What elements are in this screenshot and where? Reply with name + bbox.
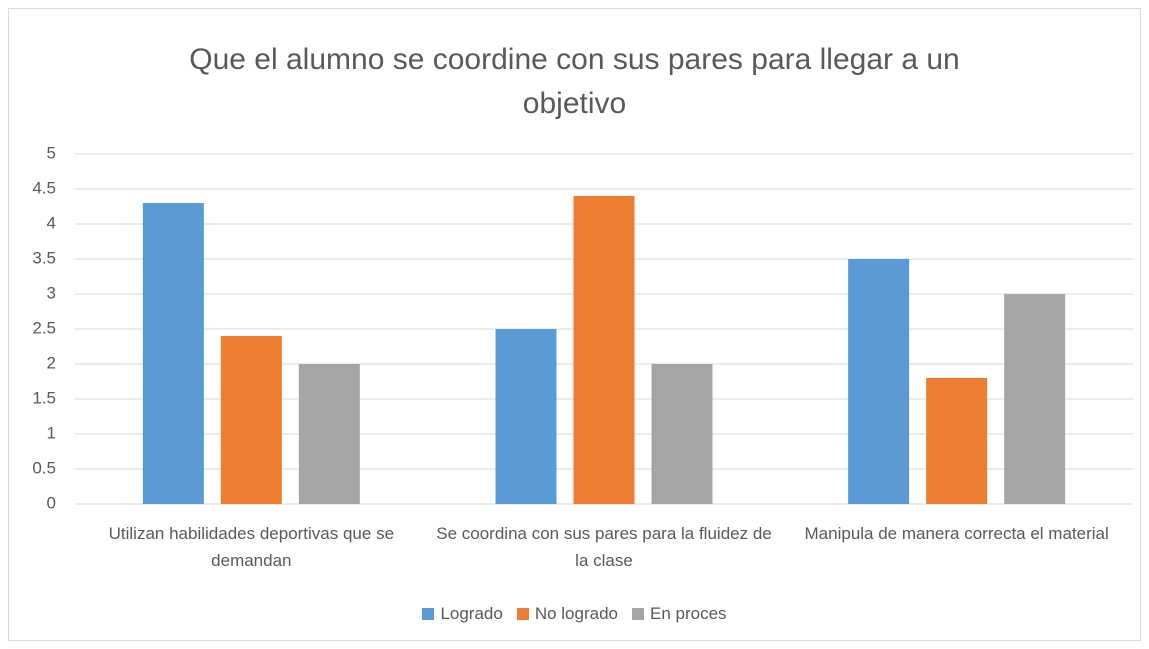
y-tick-label: 3.5 (32, 248, 56, 267)
bar (848, 259, 910, 504)
y-tick-label: 2.5 (32, 318, 56, 337)
legend-item: No logrado (516, 604, 618, 624)
bar (573, 196, 635, 504)
legend-item: Logrado (422, 604, 503, 624)
bar (298, 364, 360, 504)
legend-label: En proces (650, 604, 727, 623)
legend-swatch (516, 608, 529, 620)
y-tick-label: 1 (47, 423, 56, 442)
legend-item: En proces (632, 604, 727, 624)
legend-label: No logrado (534, 604, 618, 623)
bar (142, 203, 204, 504)
y-tick-label: 4.5 (32, 178, 56, 197)
y-tick-label: 0.5 (32, 458, 56, 477)
bar (495, 329, 557, 504)
x-tick-label: Utilizan habilidades deportivas que se d… (108, 524, 395, 570)
x-tick-label: Se coordina con sus pares para la fluide… (436, 524, 772, 570)
bar (926, 378, 988, 504)
y-tick-label: 5 (47, 143, 56, 162)
y-tick-label: 1.5 (32, 388, 56, 407)
y-tick-label: 0 (47, 493, 56, 512)
bar (1004, 294, 1066, 504)
bar (651, 364, 713, 504)
legend-swatch (422, 608, 435, 620)
bar (220, 336, 282, 504)
chart-title: Que el alumno se coordine con sus pares … (189, 43, 960, 120)
y-tick-label: 2 (47, 353, 56, 372)
legend-label: Logrado (440, 604, 503, 623)
legend: Logrado No logrado En proces (0, 604, 1149, 624)
y-tick-label: 4 (47, 213, 56, 232)
x-tick-label: Manipula de manera correcta el material (804, 524, 1109, 543)
legend-swatch (632, 608, 644, 620)
y-tick-label: 3 (47, 283, 56, 302)
